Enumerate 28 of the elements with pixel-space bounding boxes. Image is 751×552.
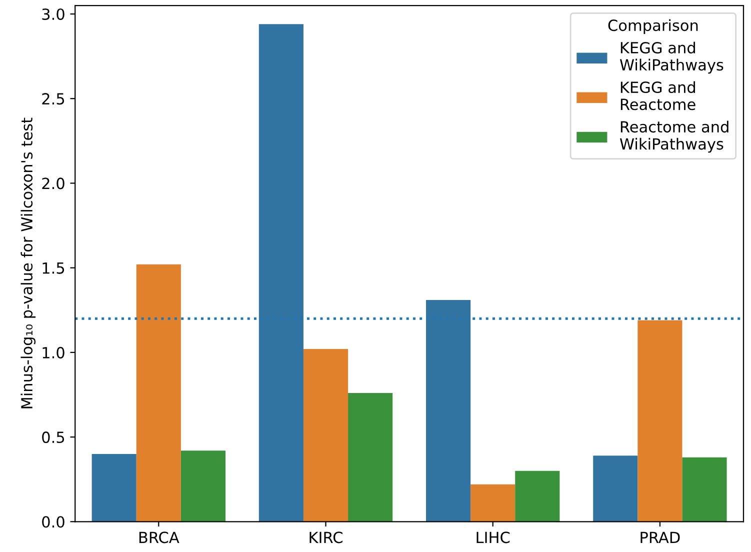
bar	[515, 470, 560, 522]
y-tick-label: 0.0	[42, 516, 64, 528]
bar	[470, 484, 516, 522]
bar	[593, 456, 638, 522]
y-tick-label: 2.5	[42, 93, 64, 105]
legend-title: Comparison	[608, 19, 698, 34]
bar	[638, 320, 682, 522]
bar	[682, 457, 727, 522]
bar	[348, 393, 393, 522]
x-tick-label: LIHC	[476, 532, 510, 544]
y-tick-label: 0.5	[42, 431, 64, 444]
x-tick-label: BRCA	[139, 532, 180, 544]
y-tick-label: 3.0	[42, 8, 64, 20]
legend-label: Reactome and WikiPathways	[620, 120, 728, 153]
bar	[258, 24, 304, 522]
x-tick-label: PRAD	[640, 532, 680, 543]
legend-label: KEGG and Reactome	[620, 81, 696, 110]
bar	[303, 349, 348, 522]
bar	[92, 454, 136, 522]
bar	[136, 264, 181, 522]
x-tick-label: KIRC	[310, 532, 342, 544]
bar	[180, 450, 226, 522]
y-tick-label: 1.0	[42, 346, 64, 358]
bar	[426, 300, 471, 522]
legend-label: KEGG and WikiPathways	[620, 42, 724, 74]
y-axis-title: Minus-log₁₀ p-value for Wilcoxon's test	[20, 118, 36, 408]
y-tick-label: 1.5	[42, 262, 64, 274]
y-tick-label: 2.0	[42, 178, 64, 190]
